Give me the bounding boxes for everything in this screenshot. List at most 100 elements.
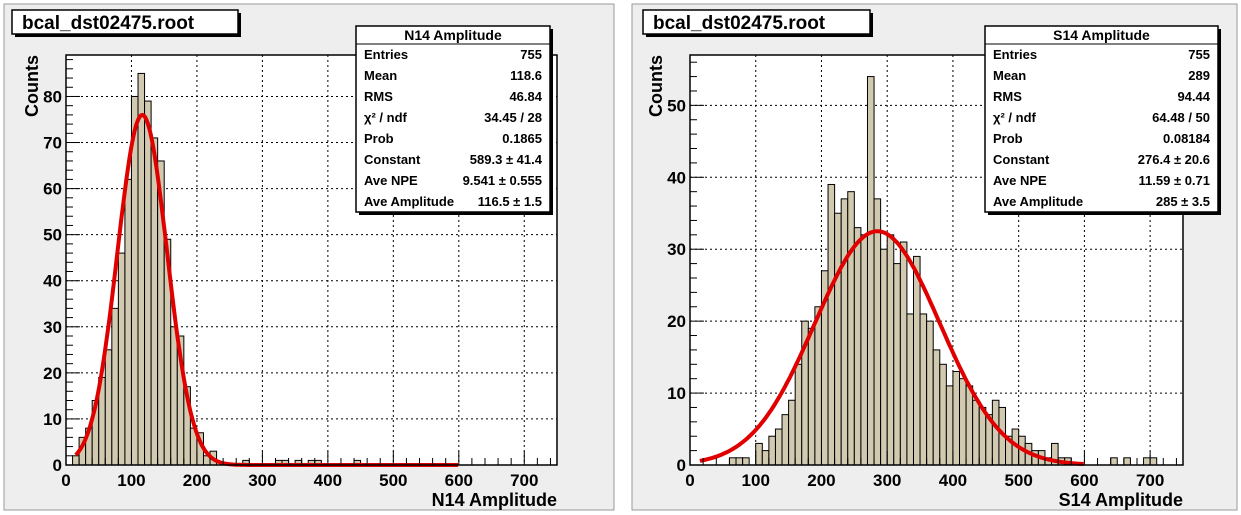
- gaussian-fit-curve: [699, 229, 1085, 466]
- y-axis-ticks: 0 10 20 30 40 50 60 70 80: [43, 59, 80, 475]
- stats-label: χ² / ndf: [364, 110, 408, 125]
- histogram-bar: [880, 248, 888, 466]
- x-tick-label: 500: [1004, 471, 1032, 490]
- x-tick-label: 700: [510, 471, 538, 490]
- x-tick-label: 300: [248, 471, 276, 490]
- stats-box: N14 Amplitude Entries 755 Mean 118.6 RMS 46.84…: [355, 25, 553, 215]
- stats-value: 11.59 ± 0.71: [1139, 173, 1210, 188]
- histogram-bar: [893, 263, 901, 466]
- y-tick-label: 80: [43, 87, 62, 106]
- histogram-bar: [978, 406, 987, 466]
- histogram-bar: [111, 307, 119, 466]
- histogram-bar: [972, 399, 980, 466]
- y-tick-label: 40: [667, 168, 686, 187]
- x-tick-label: 0: [685, 471, 694, 490]
- histogram-bar: [170, 326, 178, 466]
- stats-value: 9.541 ± 0.555: [463, 173, 542, 188]
- stats-box-title: N14 Amplitude: [404, 27, 502, 43]
- histogram-bar: [807, 327, 816, 466]
- histogram-bar: [912, 255, 921, 466]
- stats-label: Ave Amplitude: [364, 194, 454, 209]
- x-tick-label: 200: [807, 471, 835, 490]
- stats-label: χ² / ndf: [993, 110, 1037, 125]
- histogram-bar: [827, 183, 836, 466]
- y-tick-label: 70: [43, 134, 62, 153]
- histogram-bar: [794, 363, 803, 466]
- y-axis-title: Counts: [646, 55, 666, 117]
- y-tick-label: 30: [43, 318, 62, 337]
- stats-value: 0.1865: [502, 131, 542, 146]
- x-tick-label: 300: [873, 471, 901, 490]
- histogram-bar: [834, 212, 842, 466]
- y-axis-title: Counts: [22, 55, 42, 117]
- histogram-bar: [899, 241, 908, 466]
- stats-label: Entries: [364, 47, 408, 62]
- x-tick-label: 500: [379, 471, 407, 490]
- x-tick-label: 600: [445, 471, 473, 490]
- stats-label: RMS: [364, 89, 393, 104]
- stats-value: 289: [1188, 68, 1210, 83]
- stats-box-frame: [984, 25, 1219, 213]
- histogram-bar: [847, 191, 855, 466]
- stats-box-frame: [355, 25, 551, 213]
- histogram-bar: [965, 385, 974, 466]
- histogram-bar: [742, 457, 750, 466]
- histogram-bar: [781, 414, 790, 466]
- y-tick-label: 30: [667, 240, 686, 259]
- stats-box: S14 Amplitude Entries 755 Mean 289 RMS 94.44 χ²…: [984, 25, 1221, 215]
- histogram-bar: [144, 100, 152, 466]
- x-tick-label: 200: [183, 471, 211, 490]
- histogram-bar: [774, 428, 783, 466]
- stats-value: 116.5 ± 1.5: [478, 194, 542, 209]
- histogram-bar: [860, 234, 868, 466]
- stats-value: 589.3 ± 41.4: [470, 152, 543, 167]
- stats-value: 755: [520, 47, 542, 62]
- stats-value: 285 ± 3.5: [1156, 194, 1210, 209]
- stats-label: Prob: [364, 131, 394, 146]
- canvas-title: bcal_dst02475.root: [653, 13, 826, 34]
- histogram-bar: [1143, 457, 1151, 466]
- stats-label: Ave NPE: [993, 173, 1047, 188]
- y-tick-label: 10: [43, 410, 62, 429]
- y-tick-label: 10: [667, 384, 686, 403]
- histogram-bar: [104, 349, 113, 466]
- stats-label: Prob: [993, 131, 1023, 146]
- stats-value: 64.48 / 50: [1152, 110, 1210, 125]
- histogram-bar: [926, 320, 934, 466]
- axes-frame: [65, 54, 558, 466]
- x-axis-ticks: 0 100 200 300 400 500 600 700: [61, 451, 551, 490]
- canvas-title-box: [642, 9, 871, 35]
- x-tick-label: 100: [117, 471, 145, 490]
- histogram-bar: [991, 399, 1000, 466]
- x-tick-label: 400: [939, 471, 967, 490]
- x-tick-label: 0: [61, 471, 70, 490]
- histogram-bar: [72, 455, 80, 466]
- histogram-bar: [1149, 457, 1158, 466]
- stats-label: Entries: [993, 47, 1037, 62]
- stats-label: RMS: [993, 89, 1022, 104]
- x-axis-title: N14 Amplitude: [432, 490, 557, 510]
- histogram-bar: [1110, 457, 1118, 466]
- histogram-bar: [1123, 457, 1131, 466]
- histogram-bar: [853, 227, 862, 466]
- histogram-bar: [932, 349, 941, 466]
- histogram-bar: [873, 198, 882, 466]
- x-tick-label: 100: [742, 471, 770, 490]
- histogram-bar: [755, 442, 763, 466]
- y-tick-label: 50: [667, 96, 686, 115]
- stats-label: Constant: [993, 152, 1050, 167]
- x-tick-label: 400: [314, 471, 342, 490]
- histogram-bar: [952, 370, 961, 466]
- x-axis-ticks: 0 100 200 300 400 500 600 700: [685, 451, 1177, 490]
- stats-value: 755: [1188, 47, 1210, 62]
- histogram-bar: [866, 76, 875, 466]
- histogram-bar: [840, 198, 849, 466]
- histogram-bar: [945, 385, 954, 466]
- canvas-title: bcal_dst02475.root: [22, 13, 195, 34]
- histogram-bar: [886, 234, 895, 466]
- stats-value: 118.6: [510, 68, 542, 83]
- y-axis-ticks: 0 10 20 30 40 50: [667, 61, 704, 475]
- x-tick-label: 700: [1136, 471, 1164, 490]
- histogram-bar: [814, 306, 822, 466]
